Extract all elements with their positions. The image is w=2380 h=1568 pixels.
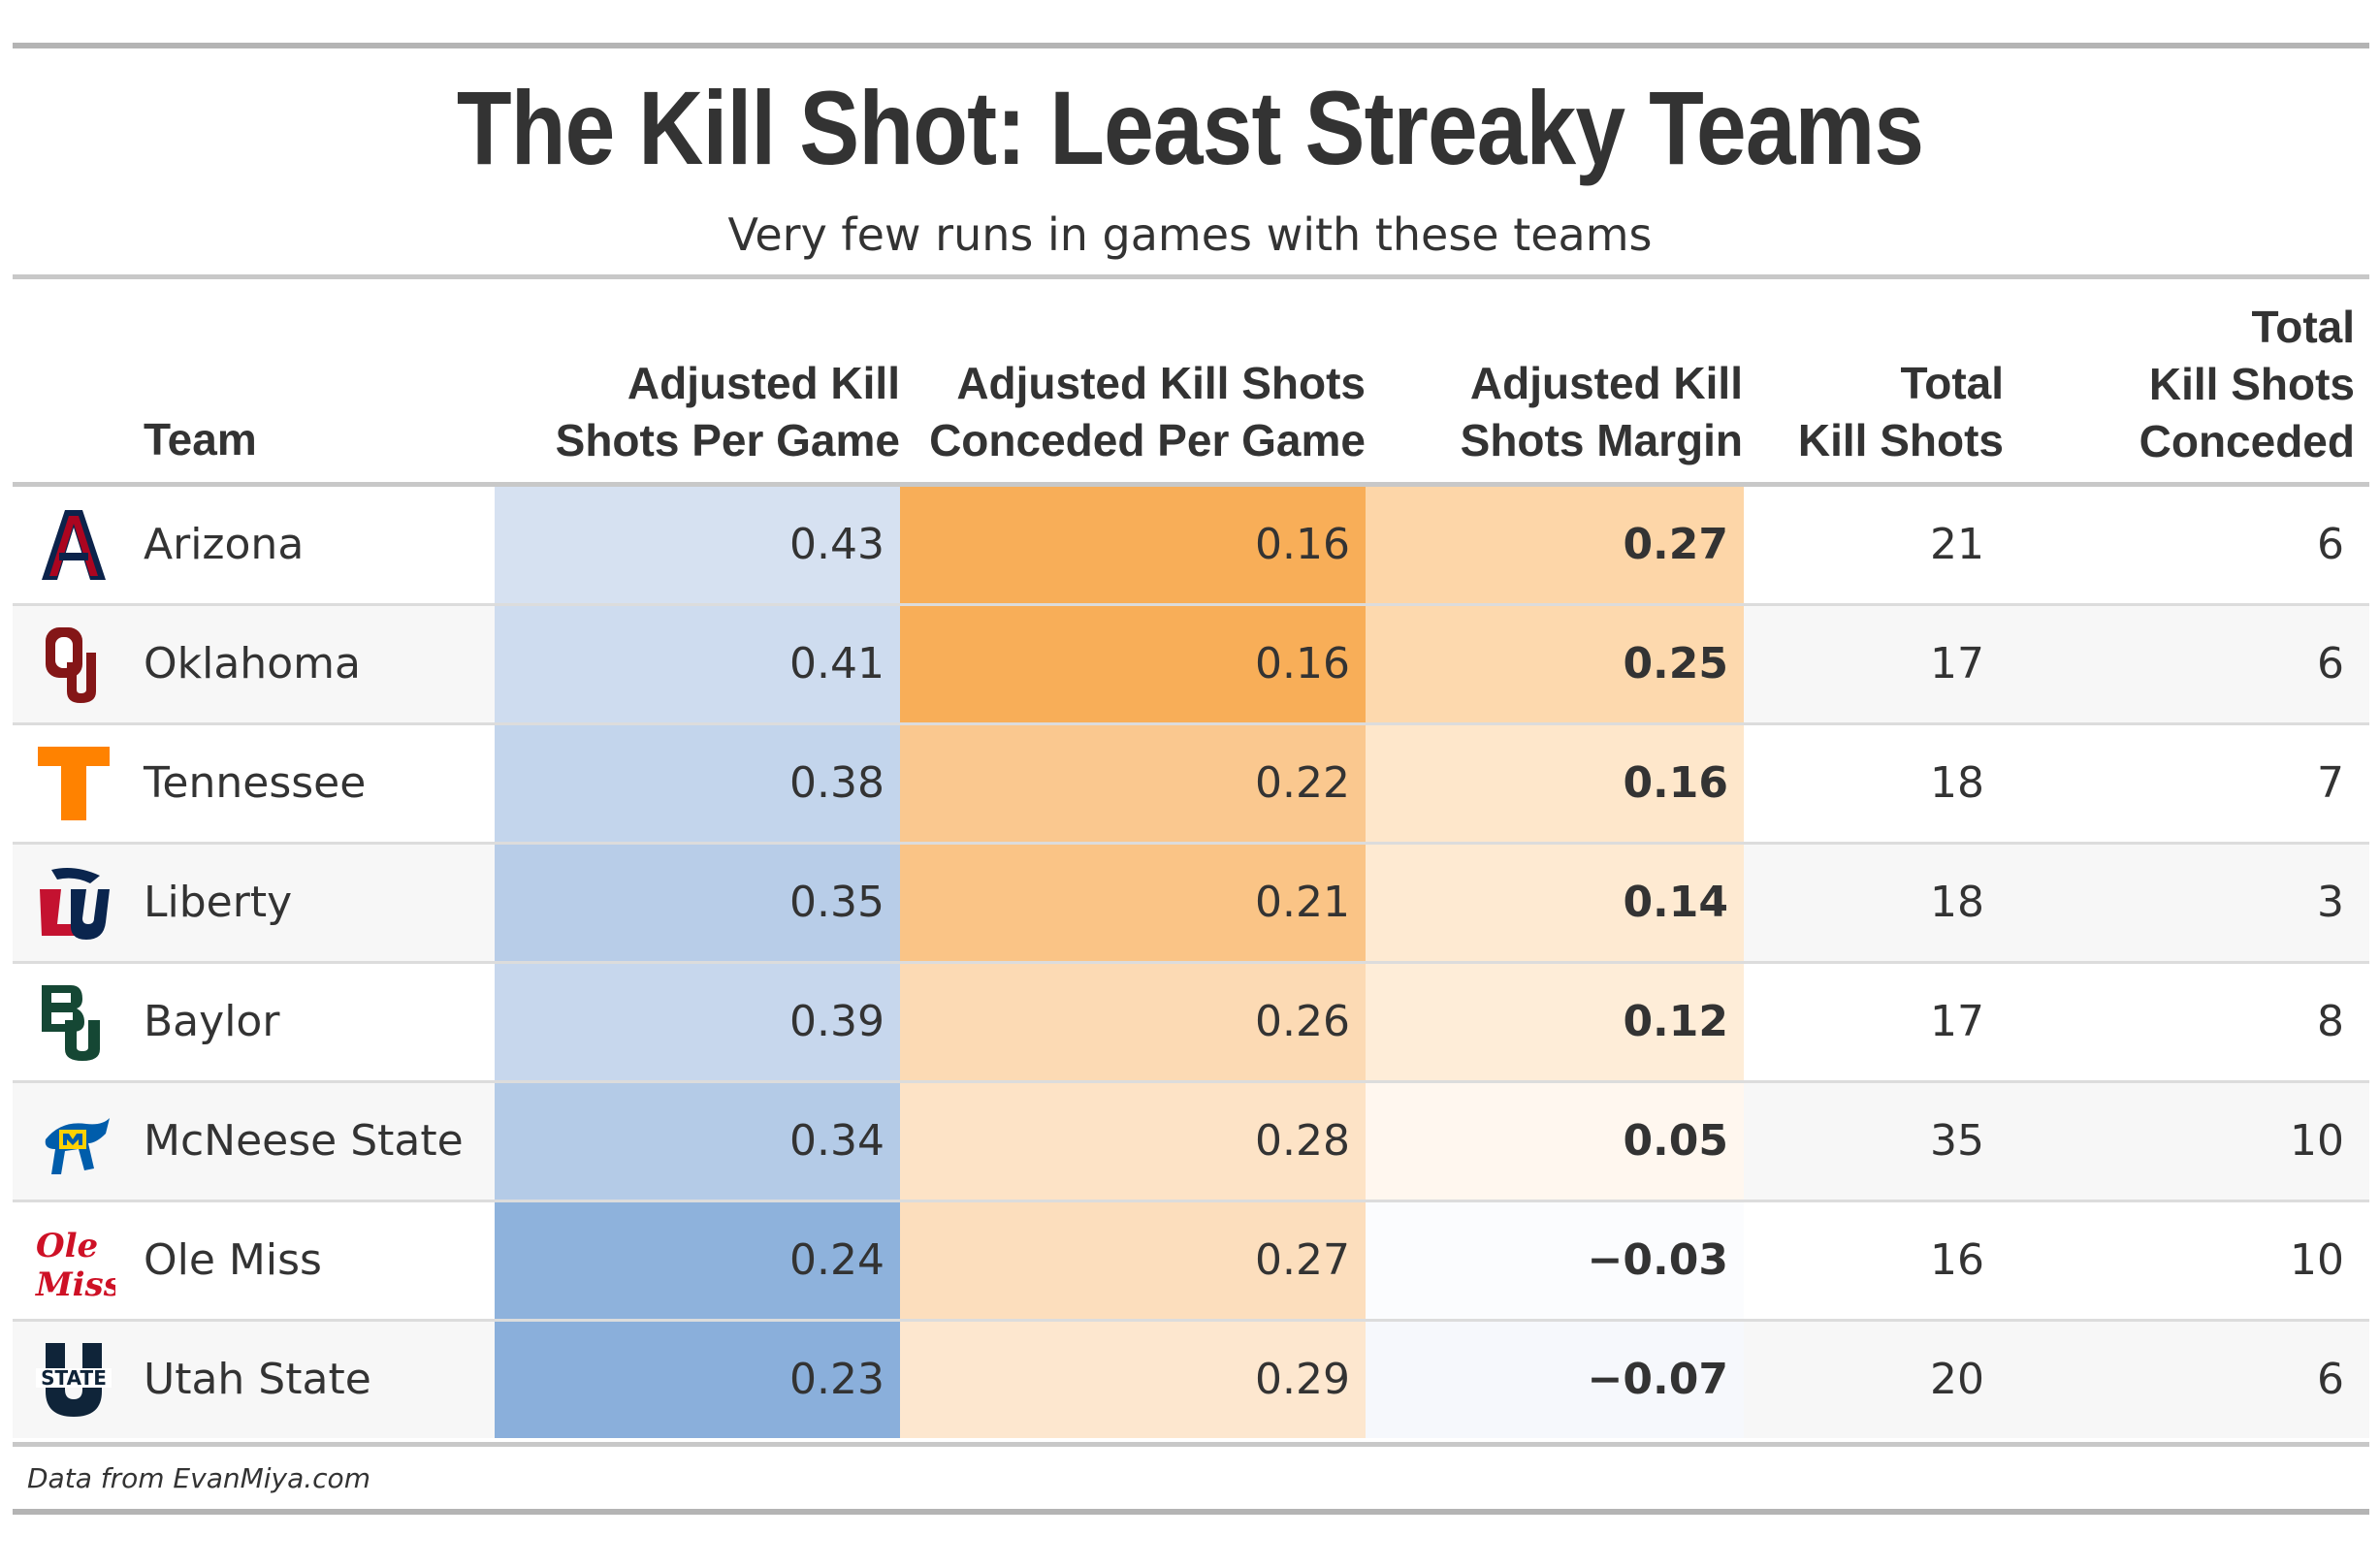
cell-total-ks: 18: [1930, 758, 1984, 808]
cell-adj-ksc-pg: 0.26: [900, 964, 1366, 1080]
table-row: Arizona 0.43 0.16 0.27 21 6: [13, 487, 2369, 603]
utah-state-logo-icon: STATE: [32, 1339, 115, 1421]
bottom-rule: [13, 1509, 2369, 1515]
column-header-adj-kill-shots-margin: Adjusted Kill Shots Margin: [1460, 358, 1743, 465]
team-name: McNeese State: [144, 1116, 464, 1166]
cell-total-ksc: 10: [2290, 1116, 2344, 1166]
team-name: Ole Miss: [144, 1235, 322, 1285]
cell-adj-ksc-pg: 0.22: [900, 725, 1366, 842]
column-header-team: Team: [144, 414, 257, 464]
cell-total-ksc: 8: [2317, 997, 2344, 1046]
row-separator: [13, 1319, 2369, 1322]
cell-total-ks: 21: [1930, 520, 1984, 569]
table-row: Tennessee 0.38 0.22 0.16 18 7: [13, 725, 2369, 842]
cell-adj-margin: 0.16: [1366, 725, 1744, 842]
team-name: Utah State: [144, 1355, 371, 1404]
cell-adj-ksc-pg: 0.28: [900, 1083, 1366, 1200]
svg-text:Ole: Ole: [36, 1227, 98, 1265]
cell-adj-ks-pg: 0.24: [495, 1202, 900, 1319]
cell-adj-margin: 0.27: [1366, 487, 1744, 603]
cell-total-ksc: 3: [2317, 878, 2344, 927]
liberty-logo-icon: [32, 862, 115, 944]
svg-text:Miss: Miss: [35, 1265, 115, 1301]
cell-total-ksc: 6: [2317, 639, 2344, 688]
header-top-rule: [13, 274, 2369, 279]
baylor-logo-icon: [32, 981, 115, 1063]
cell-adj-ks-pg: 0.35: [495, 845, 900, 961]
team-name: Baylor: [144, 997, 280, 1046]
cell-total-ksc: 6: [2317, 520, 2344, 569]
mcneese-logo-icon: [32, 1101, 115, 1182]
cell-total-ks: 35: [1930, 1116, 1984, 1166]
table-row: Liberty 0.35 0.21 0.14 18 3: [13, 845, 2369, 961]
cell-adj-ks-pg: 0.43: [495, 487, 900, 603]
cell-adj-ks-pg: 0.34: [495, 1083, 900, 1200]
cell-adj-ksc-pg: 0.16: [900, 487, 1366, 603]
source-note: Data from EvanMiya.com: [27, 1462, 370, 1494]
cell-total-ksc: 7: [2317, 758, 2344, 808]
cell-adj-ks-pg: 0.39: [495, 964, 900, 1080]
table-bottom-rule: [13, 1442, 2369, 1447]
team-name: Liberty: [144, 878, 293, 927]
svg-text:STATE: STATE: [41, 1366, 107, 1390]
cell-adj-ksc-pg: 0.16: [900, 606, 1366, 722]
table-row: Oklahoma 0.41 0.16 0.25 17 6: [13, 606, 2369, 722]
column-header-adj-kill-shots-per-game: Adjusted Kill Shots Per Game: [555, 358, 900, 465]
arizona-logo-icon: [32, 504, 115, 586]
row-separator: [13, 603, 2369, 606]
ole-miss-logo-icon: Ole Miss: [32, 1220, 122, 1304]
table-row: STATE Utah State 0.23 0.29 −0.07 20 6: [13, 1322, 2369, 1438]
cell-adj-margin: −0.03: [1366, 1202, 1744, 1319]
table-row: Ole Miss Ole Miss 0.24 0.27 −0.03 16 10: [13, 1202, 2369, 1319]
top-rule: [13, 43, 2369, 48]
row-separator: [13, 1080, 2369, 1083]
cell-adj-ks-pg: 0.23: [495, 1322, 900, 1438]
cell-total-ks: 17: [1930, 997, 1984, 1046]
team-name: Oklahoma: [144, 639, 361, 688]
cell-total-ks: 16: [1930, 1235, 1984, 1285]
row-separator: [13, 842, 2369, 845]
cell-total-ks: 20: [1930, 1355, 1984, 1404]
cell-adj-margin: 0.12: [1366, 964, 1744, 1080]
table-row: McNeese State 0.34 0.28 0.05 35 10: [13, 1083, 2369, 1200]
cell-adj-margin: 0.25: [1366, 606, 1744, 722]
row-separator: [13, 722, 2369, 725]
cell-adj-margin: −0.07: [1366, 1322, 1744, 1438]
cell-adj-margin: 0.14: [1366, 845, 1744, 961]
cell-total-ks: 17: [1930, 639, 1984, 688]
cell-total-ksc: 6: [2317, 1355, 2344, 1404]
cell-total-ks: 18: [1930, 878, 1984, 927]
cell-total-ksc: 10: [2290, 1235, 2344, 1285]
cell-adj-ks-pg: 0.38: [495, 725, 900, 842]
cell-adj-ksc-pg: 0.21: [900, 845, 1366, 961]
column-header-total-kill-shots-conceded: Total Kill Shots Conceded: [2139, 302, 2355, 466]
row-separator: [13, 961, 2369, 964]
cell-adj-margin: 0.05: [1366, 1083, 1744, 1200]
team-name: Tennessee: [144, 758, 367, 808]
cell-adj-ks-pg: 0.41: [495, 606, 900, 722]
header-bottom-rule: [13, 482, 2369, 487]
table-row: Baylor 0.39 0.26 0.12 17 8: [13, 964, 2369, 1080]
chart-subtitle: Very few runs in games with these teams: [727, 208, 1653, 261]
column-header-adj-kill-shots-conceded: Adjusted Kill Shots Conceded Per Game: [929, 358, 1366, 465]
cell-adj-ksc-pg: 0.29: [900, 1322, 1366, 1438]
tennessee-logo-icon: [32, 743, 115, 824]
row-separator: [13, 1200, 2369, 1202]
cell-adj-ksc-pg: 0.27: [900, 1202, 1366, 1319]
oklahoma-logo-icon: [32, 624, 115, 705]
team-name: Arizona: [144, 520, 305, 569]
chart-title: The Kill Shot: Least Streaky Teams: [456, 69, 1924, 186]
column-header-total-kill-shots: Total Kill Shots: [1797, 358, 2004, 465]
